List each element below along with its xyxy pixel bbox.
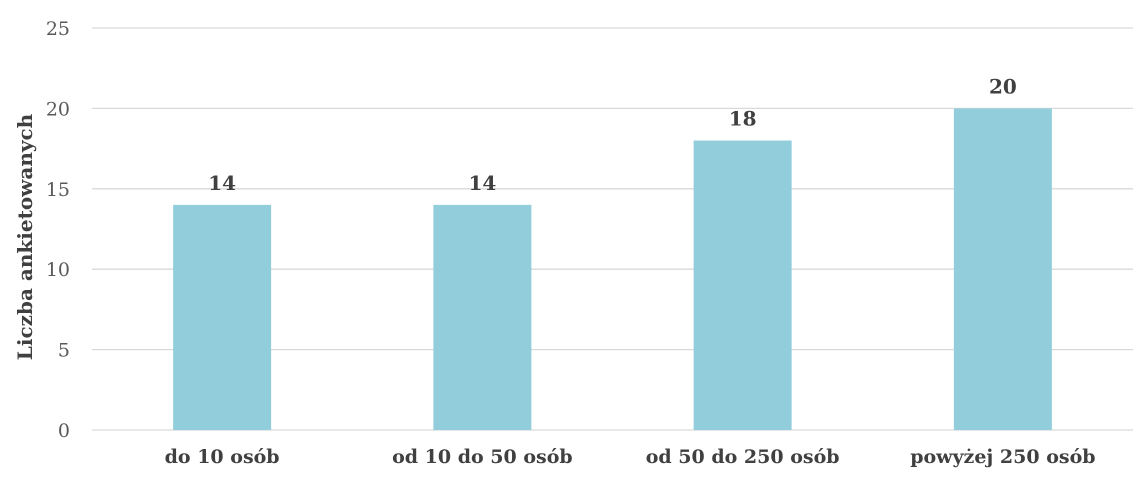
y-tick-label-15: 15 bbox=[46, 179, 70, 201]
category-label-4: powyżej 250 osób bbox=[910, 446, 1095, 468]
y-tick-label-10: 10 bbox=[46, 259, 70, 281]
y-tick-label-5: 5 bbox=[58, 340, 70, 362]
y-tick-label-0: 0 bbox=[58, 420, 70, 442]
bar-1 bbox=[173, 204, 272, 430]
y-tick-label-25: 25 bbox=[46, 18, 70, 40]
data-labels: 14 14 18 20 bbox=[208, 74, 1017, 194]
category-label-3: od 50 do 250 osób bbox=[646, 446, 840, 468]
bars bbox=[173, 108, 1052, 431]
y-axis-ticks: 0 5 10 15 20 25 bbox=[46, 18, 70, 442]
data-label-2: 14 bbox=[468, 171, 496, 195]
data-label-4: 20 bbox=[989, 74, 1017, 98]
category-label-1: do 10 osób bbox=[165, 446, 280, 468]
bar-3 bbox=[693, 140, 792, 430]
bar-4 bbox=[953, 108, 1052, 431]
category-labels: do 10 osób od 10 do 50 osób od 50 do 250 o… bbox=[165, 446, 1096, 468]
data-label-3: 18 bbox=[729, 107, 757, 131]
bar-2 bbox=[433, 204, 532, 430]
data-label-1: 14 bbox=[208, 171, 236, 195]
category-label-2: od 10 do 50 osób bbox=[392, 446, 573, 468]
y-axis-title: Liczba ankietowanych bbox=[13, 113, 37, 360]
y-tick-label-20: 20 bbox=[46, 98, 70, 120]
